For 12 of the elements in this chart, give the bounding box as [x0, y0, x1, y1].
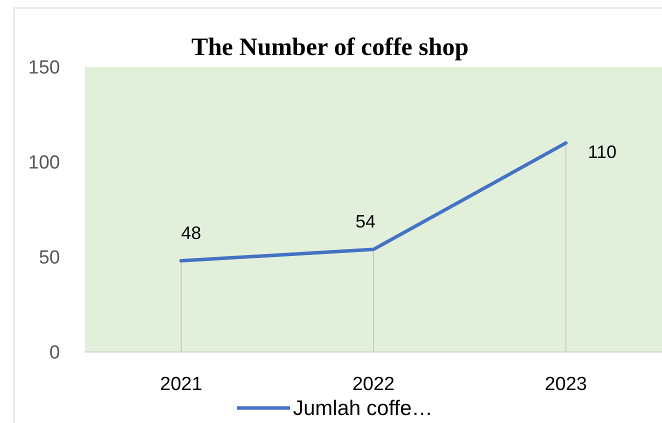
legend-label: Jumlah coffe… [293, 397, 433, 420]
y-tick-label: 100 [28, 152, 60, 174]
data-label: 110 [588, 142, 617, 162]
x-tick-label: 2022 [352, 374, 395, 395]
x-tick-label: 2023 [544, 374, 587, 395]
y-tick-label: 50 [38, 248, 60, 269]
data-label: 48 [181, 222, 202, 243]
y-tick-label: 0 [49, 342, 60, 364]
y-tick-label: 150 [28, 58, 60, 79]
x-tick-label: 2021 [160, 374, 202, 395]
data-label: 54 [355, 211, 376, 232]
chart-title: The Number of coffe shop [191, 34, 469, 61]
